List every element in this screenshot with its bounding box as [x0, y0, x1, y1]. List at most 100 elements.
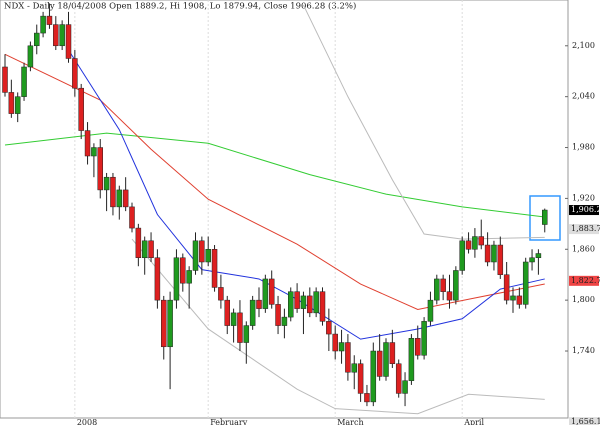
candle-body	[46, 15, 53, 25]
price-label-box	[569, 205, 599, 216]
candle-body	[288, 291, 294, 318]
candle-body	[230, 312, 237, 326]
candle-body	[173, 257, 180, 301]
y-tick-label: 2,040	[572, 92, 595, 101]
candle-body	[376, 350, 383, 377]
candle-body	[27, 45, 34, 68]
candle-body	[256, 299, 262, 309]
candle-body	[516, 295, 523, 305]
candle-body	[129, 206, 135, 229]
candle-body	[161, 299, 167, 348]
candle-body	[167, 299, 173, 348]
indicator-line	[131, 238, 545, 415]
price-label-box	[569, 417, 599, 425]
candle-body	[116, 189, 123, 208]
candle-body	[268, 278, 275, 305]
candle-body	[199, 240, 205, 263]
highlight-box	[529, 195, 561, 241]
candle-body	[205, 249, 211, 263]
candle-body	[395, 363, 402, 394]
candle-body	[300, 295, 307, 309]
candle-body	[224, 299, 230, 326]
candle-body	[491, 244, 497, 263]
candle-body	[294, 291, 300, 309]
price-label: 1,906.28	[571, 205, 600, 214]
candle-body	[53, 24, 59, 47]
candle-body	[8, 92, 15, 114]
candle-body	[440, 278, 446, 292]
chart-title: NDX - Daily 18/04/2008 Open 1889.2, Hi 1…	[4, 1, 356, 12]
candle-body	[357, 363, 364, 394]
candle-body	[14, 96, 21, 114]
candle-body	[427, 299, 434, 322]
indicator-line	[4, 132, 545, 218]
candle-body	[326, 321, 332, 335]
candle-body	[497, 244, 504, 275]
candle-body	[91, 147, 97, 157]
candle-body	[21, 66, 27, 97]
price-label: 1,656.1	[571, 417, 600, 425]
candle-body	[281, 316, 288, 326]
candle-body	[415, 338, 421, 356]
candle-body	[249, 299, 256, 326]
candle-body	[421, 321, 427, 356]
candle-body	[218, 287, 224, 301]
candle-body	[180, 257, 186, 284]
candle-body	[364, 393, 370, 403]
candle-body	[383, 342, 389, 377]
candle-body	[345, 342, 351, 373]
price-label-box	[569, 275, 599, 286]
candle-body	[103, 176, 110, 191]
candle-body	[484, 244, 491, 263]
candle-body	[472, 236, 478, 250]
candle-body	[535, 253, 542, 259]
candle-body	[262, 278, 269, 309]
candle-body	[186, 270, 192, 284]
candle-body	[446, 291, 453, 301]
candle-body	[503, 274, 510, 301]
price-label: 1,822.78	[571, 276, 600, 285]
candle-body	[478, 236, 484, 246]
candle-body	[40, 15, 46, 34]
x-tick-label: February	[210, 418, 248, 425]
candle-body	[78, 87, 84, 131]
candle-body	[542, 209, 548, 225]
candle-body	[211, 249, 218, 288]
candle-body	[72, 58, 78, 89]
x-tick-label: March	[337, 418, 363, 425]
y-tick-label: 1,800	[572, 295, 595, 304]
candle-body	[122, 189, 129, 208]
y-tick-label: 1,980	[572, 143, 595, 152]
candle-body	[2, 66, 8, 93]
y-tick-label: 1,860	[572, 244, 595, 253]
candle-body	[97, 147, 103, 191]
candle-body	[319, 291, 326, 322]
candle-body	[154, 257, 161, 301]
candle-body	[313, 291, 319, 314]
candle-body	[370, 350, 377, 403]
candle-body	[459, 240, 465, 271]
y-tick-label: 1,740	[572, 346, 595, 355]
candle-body	[389, 342, 396, 364]
candle-body	[510, 295, 516, 301]
candle-body	[148, 240, 154, 259]
candle-body	[402, 380, 408, 394]
candle-body	[522, 261, 529, 305]
candle-body	[65, 24, 72, 59]
candle-body	[84, 130, 91, 157]
candle-body	[529, 257, 535, 263]
candle-body	[59, 24, 65, 47]
candle-body	[135, 227, 142, 259]
candle-body	[275, 304, 281, 326]
y-tick-label: 1,920	[572, 193, 595, 202]
candle-body	[408, 338, 415, 381]
x-tick-label: 2008	[77, 418, 97, 425]
candle-body	[307, 295, 313, 314]
candle-body	[141, 240, 148, 259]
candle-body	[192, 240, 199, 271]
candle-body	[434, 278, 440, 301]
candle-body	[34, 32, 40, 47]
y-tick-label: 2,100	[572, 41, 595, 50]
candle-body	[453, 270, 459, 301]
